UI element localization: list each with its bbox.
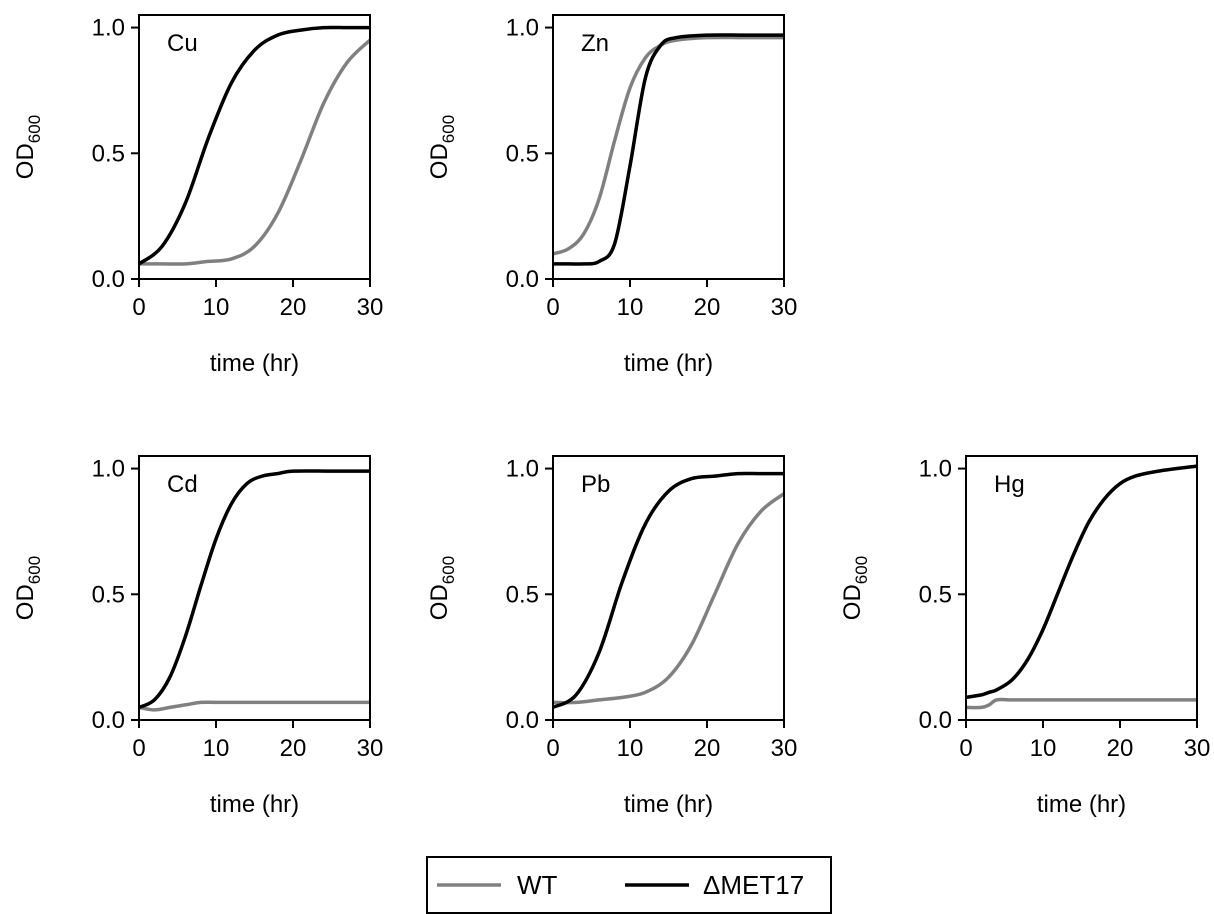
x-tick-label-zn: 0 — [546, 294, 559, 321]
y-axis-label-main: OD — [12, 584, 39, 620]
series-line-met17-pb — [552, 471, 784, 710]
y-axis-label-pb: OD600 — [426, 556, 458, 620]
x-axis-label-zn: time (hr) — [624, 350, 713, 377]
x-tick-label-cd: 0 — [132, 735, 145, 762]
panel-hg: 0 10 20 30 0.0 0.5 1.0 time (hr) OD600 Hg — [839, 455, 1211, 818]
legend: WT ΔMET17 — [426, 856, 832, 914]
axes-frame-pb — [552, 455, 785, 721]
y-tick-label-zn: 0.0 — [506, 266, 539, 293]
x-tick-label-pb: 30 — [771, 735, 798, 762]
axes-frame-cd — [138, 455, 371, 721]
legend-label-wt: WT — [517, 870, 558, 900]
x-tick-label-cu: 20 — [280, 294, 307, 321]
legend-label-met17: ΔMET17 — [703, 870, 804, 900]
series-line-wt-cd — [138, 700, 370, 712]
series-line-wt-zn — [552, 35, 784, 256]
y-axis-label-main: OD — [426, 143, 453, 179]
y-tick-label-cu: 0.0 — [92, 266, 125, 293]
series-line-met17-cu — [137, 25, 370, 266]
panel-cu: 0 10 20 30 0.0 0.5 1.0 time (hr) OD600 Cu — [12, 14, 384, 377]
x-tick-label-hg: 30 — [1184, 735, 1211, 762]
x-tick-label-cd: 10 — [203, 735, 230, 762]
axes-frame-cu — [138, 14, 371, 280]
y-tick-label-cd: 1.0 — [92, 456, 125, 483]
y-tick-label-hg: 1.0 — [919, 456, 952, 483]
y-tick-label-pb: 0.0 — [506, 707, 539, 734]
x-tick-label-hg: 0 — [959, 735, 972, 762]
y-axis-label-subscript: 600 — [852, 556, 871, 584]
y-tick-label-cu: 1.0 — [92, 15, 125, 42]
y-axis-label-cd: OD600 — [12, 556, 44, 620]
x-tick-label-cu: 0 — [132, 294, 145, 321]
panel-label-pb: Pb — [581, 471, 610, 498]
series-line-met17-zn — [553, 33, 784, 266]
x-axis-label-pb: time (hr) — [624, 791, 713, 818]
panel-label-hg: Hg — [994, 471, 1025, 498]
y-tick-label-cu: 0.5 — [92, 140, 125, 167]
x-tick-label-hg: 20 — [1107, 735, 1134, 762]
x-tick-label-cd: 30 — [357, 735, 384, 762]
y-axis-label-main: OD — [426, 584, 453, 620]
panel-label-zn: Zn — [581, 30, 609, 57]
x-axis-label-cu: time (hr) — [210, 350, 299, 377]
y-tick-label-cd: 0.0 — [92, 707, 125, 734]
y-axis-label-subscript: 600 — [439, 556, 458, 584]
x-tick-label-pb: 0 — [546, 735, 559, 762]
y-tick-label-hg: 0.5 — [919, 581, 952, 608]
y-axis-label-main: OD — [12, 143, 39, 179]
x-tick-label-hg: 10 — [1030, 735, 1057, 762]
x-tick-label-cu: 10 — [203, 294, 230, 321]
y-axis-label-subscript: 600 — [25, 115, 44, 143]
y-tick-label-hg: 0.0 — [919, 707, 952, 734]
x-tick-label-zn: 20 — [694, 294, 721, 321]
series-line-wt-hg — [965, 697, 1197, 710]
panel-label-cu: Cu — [167, 30, 198, 57]
y-axis-label-zn: OD600 — [426, 115, 458, 179]
axes-frame-hg — [965, 455, 1198, 721]
y-axis-label-cu: OD600 — [12, 115, 44, 179]
x-axis-label-hg: time (hr) — [1037, 791, 1126, 818]
y-tick-label-pb: 0.5 — [506, 581, 539, 608]
y-tick-label-zn: 0.5 — [506, 140, 539, 167]
panel-zn: 0 10 20 30 0.0 0.5 1.0 time (hr) OD600 Zn — [426, 14, 798, 377]
y-axis-label-main: OD — [839, 584, 866, 620]
y-axis-label-subscript: 600 — [25, 556, 44, 584]
series-line-wt-pb — [552, 492, 786, 705]
y-axis-label-hg: OD600 — [839, 556, 871, 620]
panel-label-cd: Cd — [167, 471, 198, 498]
x-axis-label-cd: time (hr) — [210, 791, 299, 818]
x-tick-label-cu: 30 — [357, 294, 384, 321]
x-tick-label-zn: 30 — [771, 294, 798, 321]
panel-cd: 0 10 20 30 0.0 0.5 1.0 time (hr) OD600 Cd — [12, 455, 384, 818]
x-tick-label-pb: 20 — [694, 735, 721, 762]
x-tick-label-cd: 20 — [280, 735, 307, 762]
y-tick-label-pb: 1.0 — [506, 456, 539, 483]
y-axis-label-subscript: 600 — [439, 115, 458, 143]
axes-frame-zn — [552, 14, 785, 280]
panel-pb: 0 10 20 30 0.0 0.5 1.0 time (hr) OD600 Pb — [426, 455, 798, 818]
series-line-met17-hg — [965, 464, 1198, 700]
series-line-met17-cd — [138, 469, 370, 710]
x-tick-label-zn: 10 — [617, 294, 644, 321]
series-line-wt-cu — [139, 38, 372, 266]
x-tick-label-pb: 10 — [617, 735, 644, 762]
y-tick-label-cd: 0.5 — [92, 581, 125, 608]
y-tick-label-zn: 1.0 — [506, 15, 539, 42]
